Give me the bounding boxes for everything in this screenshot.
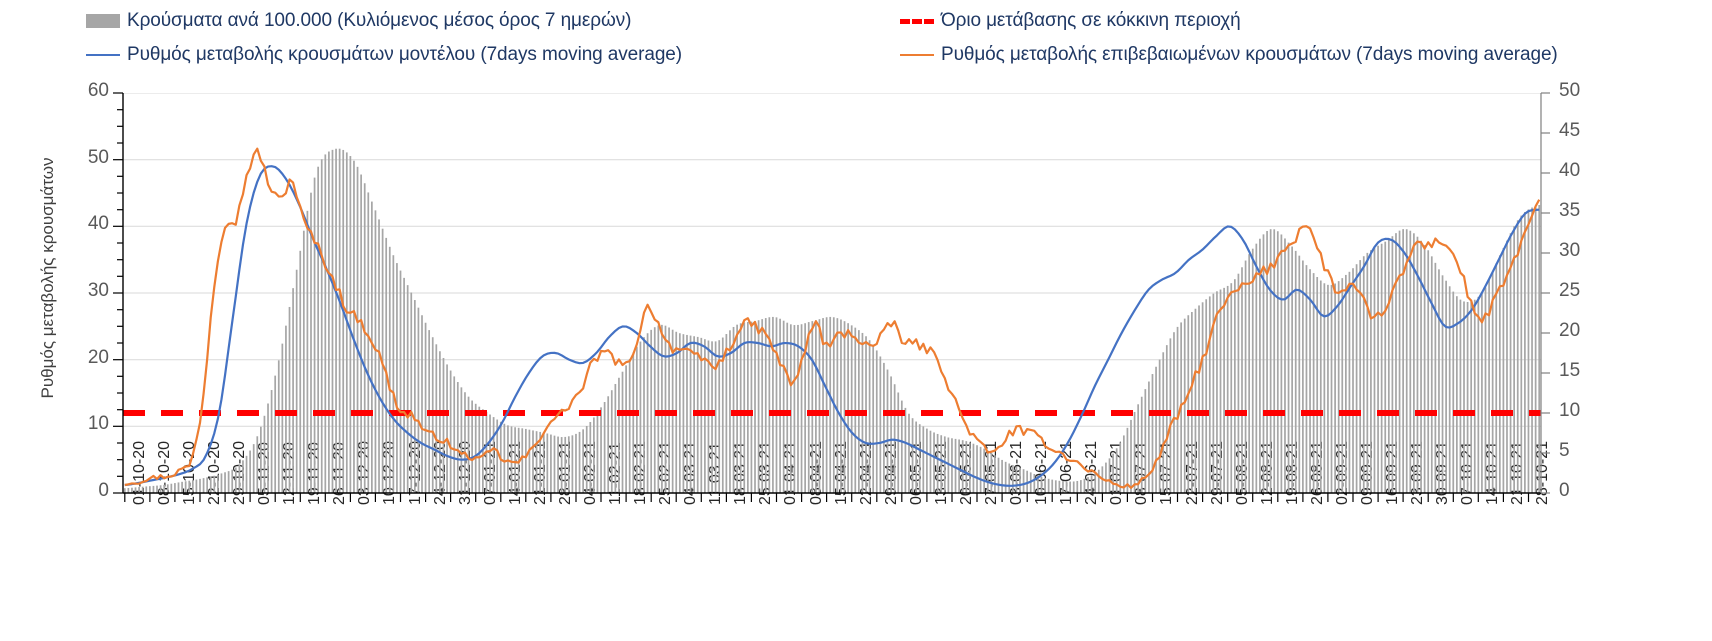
y-axis-right-tick-label: 45 xyxy=(1559,120,1581,141)
line-series-confirmed xyxy=(124,147,1541,489)
y-axis-left-tick-label: 20 xyxy=(87,346,109,368)
legend-item-cases-bars[interactable]: Κρούσματα ανά 100.000 (Κυλιόμενος μέσος … xyxy=(86,8,631,34)
line-swatch-icon xyxy=(86,54,120,56)
dashed-line-swatch-icon xyxy=(900,18,934,24)
y-axis-left-tick-label: 30 xyxy=(87,280,109,301)
y-axis-right-tick-label: 5 xyxy=(1559,440,1570,461)
y-axis-right-tick-label: 50 xyxy=(1559,80,1581,101)
plot-area xyxy=(123,93,1541,493)
chart-legend: Κρούσματα ανά 100.000 (Κυλιόμενος μέσος … xyxy=(0,0,1712,72)
y-axis-right-tick-label: 25 xyxy=(1559,280,1581,301)
y-axis-left-tick-label: 40 xyxy=(87,213,109,235)
chart-svg xyxy=(123,93,1541,493)
legend-item-model-line[interactable]: Ρυθμός μεταβολής κρουσμάτων μοντέλου (7d… xyxy=(86,42,682,68)
y-axis-title: Ρυθμός μεταβολής κρουσμάτων xyxy=(38,157,57,399)
line-series-model xyxy=(124,165,1540,487)
y-axis-right-tick-label: 15 xyxy=(1559,360,1581,381)
y-axis-right-tick-label: 10 xyxy=(1559,400,1581,421)
legend-label-confirmed-line: Ρυθμός μεταβολής επιβεβαιωμένων κρουσμάτ… xyxy=(941,44,1558,65)
line-swatch-icon xyxy=(900,54,934,56)
y-axis-left-tick-label: 10 xyxy=(87,413,109,435)
y-axis-left-tick-label: 60 xyxy=(87,80,109,101)
legend-item-confirmed-line[interactable]: Ρυθμός μεταβολής επιβεβαιωμένων κρουσμάτ… xyxy=(900,42,1558,68)
bar-swatch-icon xyxy=(86,14,120,28)
y-axis-right-tick-label: 0 xyxy=(1559,480,1570,501)
y-axis-left-tick-label: 50 xyxy=(87,146,109,168)
bar-series-cases xyxy=(123,148,1541,493)
legend-item-threshold-line[interactable]: Όριο μετάβασης σε κόκκινη περιοχή xyxy=(900,8,1241,34)
y-axis-right-tick-label: 40 xyxy=(1559,160,1581,181)
y-axis-right-tick-label: 20 xyxy=(1559,320,1581,341)
y-axis-right-tick-label: 30 xyxy=(1559,240,1581,261)
y-axis-right-tick-label: 35 xyxy=(1559,200,1581,221)
legend-label-cases-bars: Κρούσματα ανά 100.000 (Κυλιόμενος μέσος … xyxy=(127,10,632,31)
legend-label-model-line: Ρυθμός μεταβολής κρουσμάτων μοντέλου (7d… xyxy=(127,44,682,65)
legend-label-threshold-line: Όριο μετάβασης σε κόκκινη περιοχή xyxy=(941,10,1241,31)
y-axis-left-tick-label: 0 xyxy=(98,480,109,501)
